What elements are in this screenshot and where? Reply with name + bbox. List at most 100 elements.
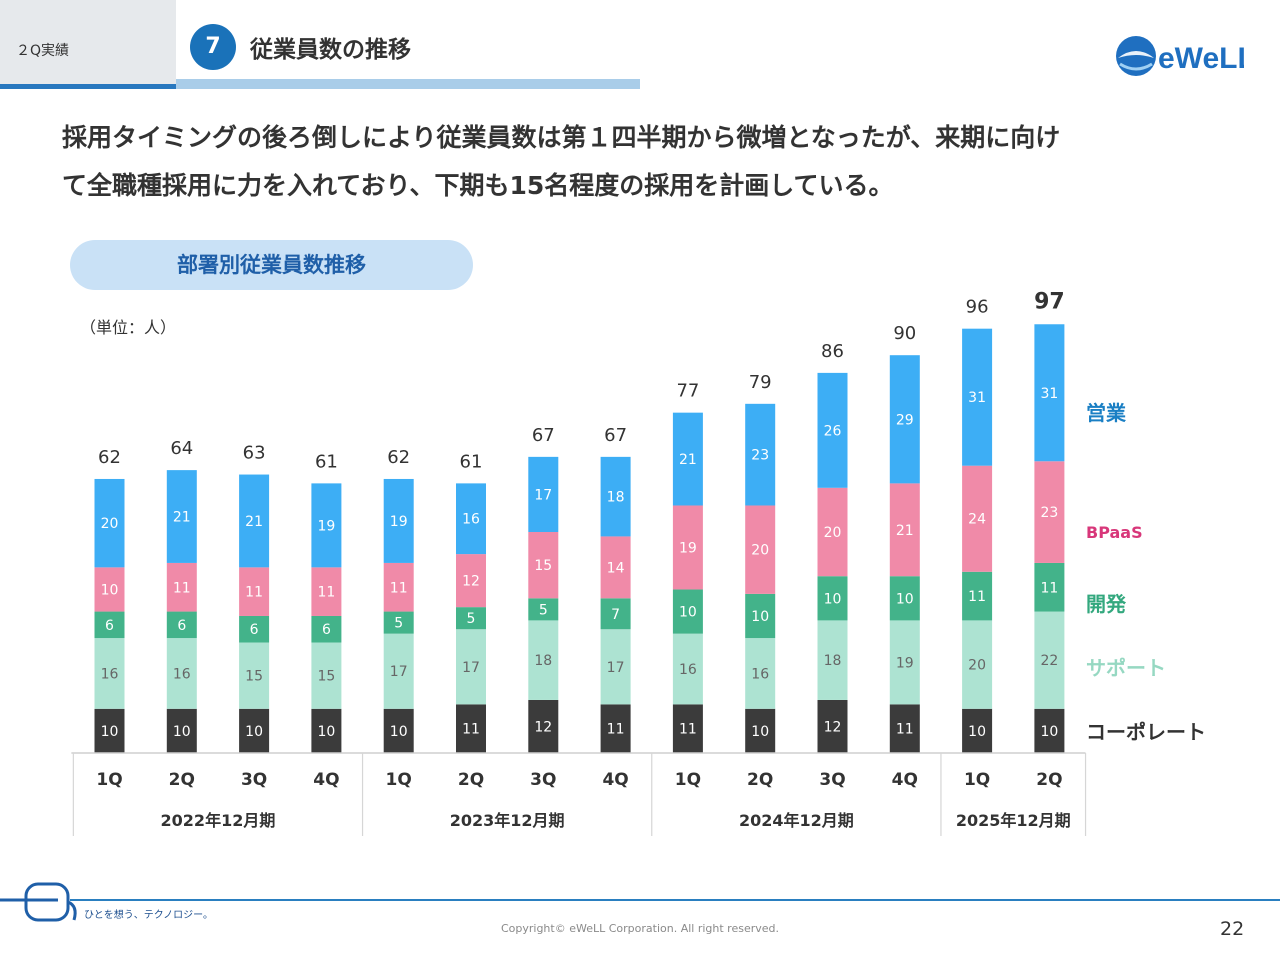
x-tick-label: 2Q [747,770,773,790]
bar-segment [1034,562,1065,612]
bar-segment [817,576,848,621]
bar-segment [383,562,414,612]
segment-value-label: 22 [1040,653,1058,669]
bar-segment [600,629,631,705]
bar-segment [239,615,270,643]
total-label: 67 [604,425,627,446]
total-label: 90 [893,323,916,344]
bar-segment [889,483,920,577]
header-rule-dark [0,84,176,89]
bar-segment [383,611,414,634]
bar-segment [456,483,486,555]
segment-value-label: 15 [317,669,335,685]
x-tick-label: 3Q [530,770,556,790]
legend-label: コーポレート [1086,720,1206,744]
bar-segment [817,620,848,700]
bar-segment [166,470,197,563]
bar-segment [94,567,125,612]
bar-segment [672,589,703,634]
bar-segment [1034,461,1065,563]
bar-segment [600,536,631,599]
bar-segment [239,474,270,568]
segment-value-label: 21 [896,523,914,539]
segment-value-label: 12 [534,719,552,735]
bar-segment [672,505,703,590]
stacked-bar-chart: 10 16 6 10 20 62 1Q 10 16 6 11 21 64 2Q 10 15 6 11 21 63 3Q 1… [71,289,1206,836]
segment-value-label: 11 [390,580,408,596]
logo-wordmark: eWeLL [1158,42,1244,75]
bar-segment [817,372,848,488]
segment-value-label: 11 [896,722,914,738]
segment-value-label: 15 [245,669,263,685]
segment-value-label: 15 [534,558,552,574]
segment-value-label: 24 [968,512,986,528]
bar-segment [962,465,993,572]
bar-segment [745,708,776,753]
x-tick-label: 2Q [458,770,484,790]
segment-value-label: 19 [317,518,335,534]
x-tick-label: 3Q [241,770,267,790]
bar-segment [94,638,125,709]
segment-value-label: 20 [824,525,842,541]
segment-value-label: 26 [824,423,842,439]
segment-value-label: 11 [245,585,263,601]
segment-value-label: 10 [679,605,697,621]
bar-segment [166,562,197,612]
bar-segment [311,642,342,709]
footer-line [70,899,1280,901]
segment-value-label: 12 [824,719,842,735]
segment-value-label: 5 [394,616,403,632]
segment-value-label: 16 [462,512,480,528]
bar-segment [745,593,776,639]
total-label: 67 [532,425,555,446]
bar-segment [456,629,486,705]
segment-value-label: 11 [317,585,335,601]
bar-segment [962,571,993,621]
lead-line-2: て全職種採用に力を入れており、下期も15名程度の採用を計画している。 [62,171,894,200]
total-label: 97 [1034,289,1065,314]
legend-label: BPaaS [1086,523,1143,542]
lead-line-1: 採用タイミングの後ろ倒しにより従業員数は第１四半期から微増となったが、来期に向け [62,123,1061,152]
segment-value-label: 18 [534,653,552,669]
total-label: 64 [170,438,193,459]
segment-value-label: 10 [751,609,769,625]
total-label: 62 [387,447,410,468]
segment-value-label: 11 [462,722,480,738]
legend-label: 開発 [1086,592,1127,616]
bar-segment [239,708,270,753]
segment-value-label: 17 [390,664,408,680]
segment-value-label: 11 [968,589,986,605]
segment-value-label: 12 [462,574,480,590]
bar-segment [817,487,848,577]
bar-segment [383,478,414,563]
group-label: 2024年12月期 [739,811,854,830]
x-tick-label: 1Q [964,770,990,790]
bar-segment [528,456,559,532]
page-number: 22 [1220,918,1245,940]
segment-value-label: 19 [390,514,408,530]
bar-segment [600,704,631,753]
bar-segment [745,505,776,594]
legend-label: サポート [1086,656,1166,680]
segment-value-label: 10 [245,724,263,740]
segment-value-label: 6 [250,622,259,638]
group-label: 2023年12月期 [450,811,565,830]
segment-value-label: 23 [1040,505,1058,521]
bar-segment [311,615,342,643]
segment-value-label: 18 [824,653,842,669]
segment-value-label: 19 [679,540,697,556]
total-label: 61 [315,451,338,472]
section-tab [0,0,176,84]
segment-value-label: 11 [679,722,697,738]
segment-value-label: 11 [607,722,625,738]
segment-value-label: 10 [317,724,335,740]
bar-segment [1034,611,1065,709]
segment-value-label: 19 [896,655,914,671]
total-label: 86 [821,341,844,362]
bar-segment [383,708,414,753]
bar-segment [311,567,342,616]
bar-segment [94,611,125,639]
bar-segment [1034,324,1065,462]
segment-value-label: 17 [534,487,552,503]
segment-value-label: 20 [101,516,119,532]
